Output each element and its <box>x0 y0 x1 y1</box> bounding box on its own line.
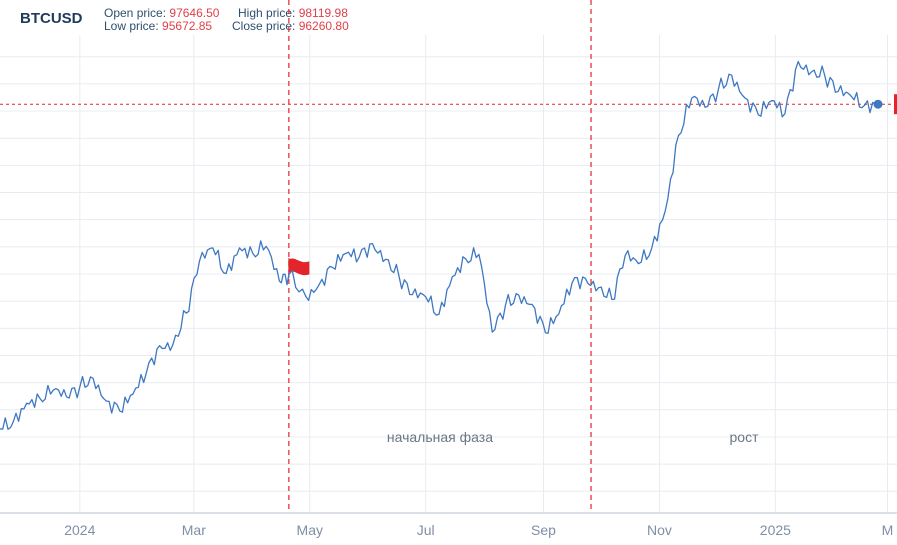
high-price-value: 98119.98 <box>298 6 348 20</box>
open-price-label: Open price: <box>104 6 167 20</box>
high-price-label: High price: <box>238 6 296 20</box>
x-tick-label: May <box>297 522 323 538</box>
grid <box>0 35 897 513</box>
current-price-tag <box>894 94 897 115</box>
open-price-value: 97646.50 <box>169 6 220 20</box>
series-layer <box>0 60 883 430</box>
x-axis: 2024 Mar May Jul Sep Nov 2025 M <box>0 512 897 538</box>
x-tick-label: Nov <box>647 522 672 538</box>
x-tick-label: M <box>882 522 894 538</box>
flag-icon <box>288 258 310 278</box>
last-price-point[interactable] <box>873 99 883 109</box>
x-tick-label: 2025 <box>760 522 791 538</box>
open-price-stat: Open price: 97646.50 <box>104 6 219 20</box>
close-price-label: Close price: <box>232 19 296 33</box>
symbol-label: BTCUSD <box>20 10 83 27</box>
x-tick-label: Mar <box>182 522 206 538</box>
low-price-stat: Low price: 95672.85 <box>104 19 212 33</box>
x-tick-label: 2024 <box>64 522 95 538</box>
phase-markers: начальная фаза рост <box>0 0 897 513</box>
high-price-stat: High price: 98119.98 <box>238 6 348 20</box>
x-tick-label: Jul <box>417 522 435 538</box>
close-price-value: 96260.80 <box>298 19 349 33</box>
chart-header: BTCUSD Open price: 97646.50 High price: … <box>0 6 897 36</box>
low-price-value: 95672.85 <box>162 19 213 33</box>
phase-label: рост <box>730 429 760 445</box>
phase-label: начальная фаза <box>387 429 493 445</box>
close-price-stat: Close price: 96260.80 <box>232 19 349 33</box>
low-price-label: Low price: <box>104 19 159 33</box>
price-series-line <box>0 60 879 430</box>
x-tick-label: Sep <box>531 522 556 538</box>
